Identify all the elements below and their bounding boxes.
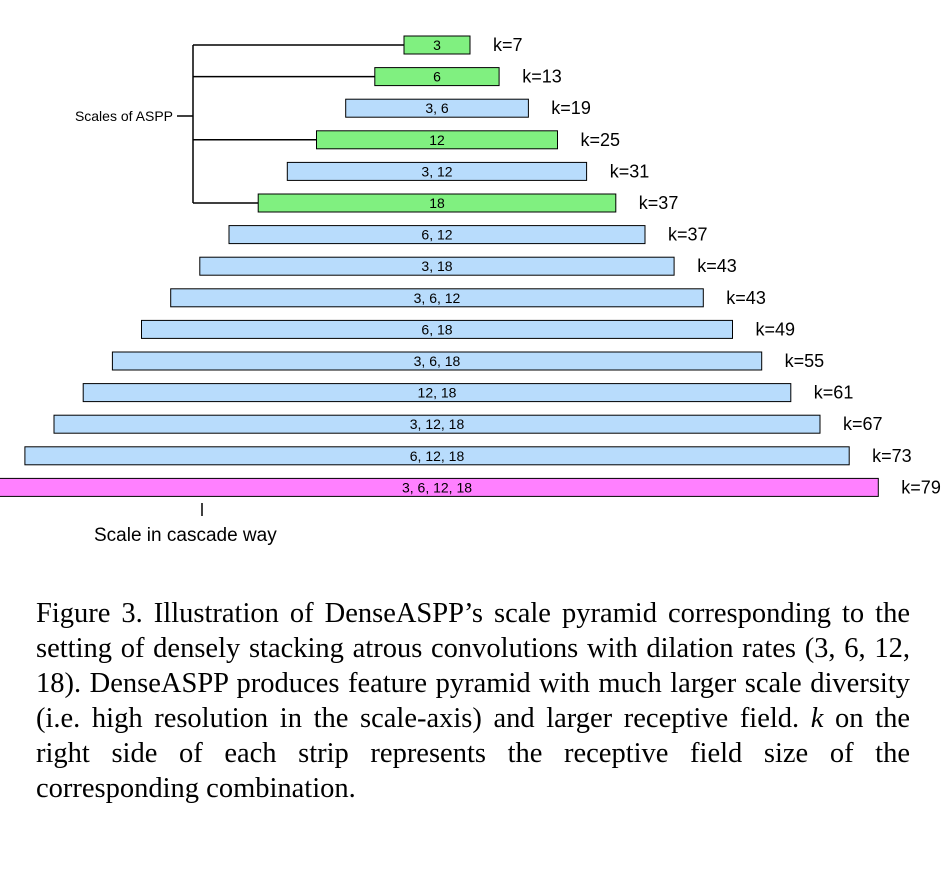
strip-dilation-label: 3, 6 — [425, 100, 449, 116]
strip-bar — [228, 225, 646, 245]
strip-receptive-field-label: k=31 — [610, 161, 650, 181]
figure-caption: Figure 3. Illustration of DenseASPP’s sc… — [36, 596, 910, 806]
scale-in-cascade-way-label: Scale in cascade way — [94, 525, 277, 546]
strip-row: 12, 18 k=61 — [82, 383, 854, 403]
strip-receptive-field-label: k=67 — [843, 414, 883, 434]
strip-row: 3, 6, 12, 18 k=79 — [0, 477, 941, 497]
strip-row: 6, 12, 18 k=73 — [24, 446, 912, 466]
scales-of-aspp-label: Scales of ASPP — [75, 108, 173, 124]
strip-dilation-label: 3 — [433, 37, 441, 53]
strip-row: 3, 6, 18 k=55 — [111, 351, 825, 371]
strip-row: 3 k=7 — [403, 35, 523, 55]
strip-receptive-field-label: k=55 — [785, 351, 825, 371]
strip-bar — [24, 446, 850, 466]
strip-dilation-label: 3, 12, 18 — [410, 416, 465, 432]
strip-receptive-field-label: k=37 — [639, 193, 679, 213]
strip-row: 6, 18 k=49 — [141, 319, 796, 339]
strip-dilation-label: 3, 6, 18 — [414, 353, 461, 369]
strip-dilation-label: 3, 12 — [421, 163, 452, 179]
strip-row: 6 k=13 — [374, 67, 562, 87]
strip-bar — [345, 98, 529, 118]
strip-receptive-field-label: k=7 — [493, 35, 523, 55]
strip-bar — [374, 67, 500, 87]
strip-row: 3, 6 k=19 — [345, 98, 591, 118]
caption-k-symbol: k — [810, 703, 824, 734]
strip-bar — [199, 256, 675, 276]
strip-dilation-label: 18 — [429, 195, 445, 211]
strip-receptive-field-label: k=61 — [814, 383, 854, 403]
strip-dilation-label: 3, 18 — [421, 258, 452, 274]
caption-part-1: Figure 3. Illustration of DenseASPP’s sc… — [36, 598, 910, 734]
aspp-bracket — [177, 44, 404, 204]
strip-bar — [316, 130, 558, 150]
strip-row: 3, 12, 18 k=67 — [53, 414, 883, 434]
strip-row: 6, 12 k=37 — [228, 225, 708, 245]
strip-receptive-field-label: k=37 — [668, 225, 708, 245]
strip-dilation-label: 6, 18 — [421, 321, 452, 337]
strip-receptive-field-label: k=25 — [581, 130, 621, 150]
strip-bar — [170, 288, 704, 308]
strip-dilation-label: 6 — [433, 69, 441, 85]
caption-part-2: on the right side of each strip represen… — [36, 703, 910, 804]
strip-receptive-field-label: k=13 — [522, 67, 562, 87]
strip-dilation-label: 6, 12, 18 — [410, 448, 465, 464]
strip-receptive-field-label: k=49 — [756, 319, 796, 339]
strip-bar — [82, 383, 792, 403]
strip-row: 18 k=37 — [257, 193, 679, 213]
densaspp-scale-pyramid-figure: 3 k=7 6 k=13 3, 6 k=19 12 k=25 3, 12 k=31 18 k=37 6,… — [0, 35, 941, 546]
strip-bar — [111, 351, 763, 371]
strip-bar — [403, 35, 471, 55]
strip-receptive-field-label: k=79 — [901, 477, 941, 497]
strip-dilation-label: 12 — [429, 132, 445, 148]
strip-row: 3, 12 k=31 — [286, 161, 650, 181]
strip-row: 12 k=25 — [316, 130, 621, 150]
strip-receptive-field-label: k=43 — [697, 256, 737, 276]
strip-dilation-label: 3, 6, 12, 18 — [402, 479, 472, 495]
strip-receptive-field-label: k=19 — [551, 98, 591, 118]
strip-row: 3, 6, 12 k=43 — [170, 288, 766, 308]
strip-bar — [286, 161, 588, 181]
strip-bar — [257, 193, 617, 213]
strip-row: 3, 18 k=43 — [199, 256, 737, 276]
strip-dilation-label: 3, 6, 12 — [414, 290, 461, 306]
strip-bar — [0, 477, 879, 497]
strip-dilation-label: 12, 18 — [418, 385, 457, 401]
strip-receptive-field-label: k=43 — [726, 288, 766, 308]
strip-bar — [53, 414, 821, 434]
strip-receptive-field-label: k=73 — [872, 446, 912, 466]
strip-dilation-label: 6, 12 — [421, 227, 452, 243]
strip-bar — [141, 319, 733, 339]
